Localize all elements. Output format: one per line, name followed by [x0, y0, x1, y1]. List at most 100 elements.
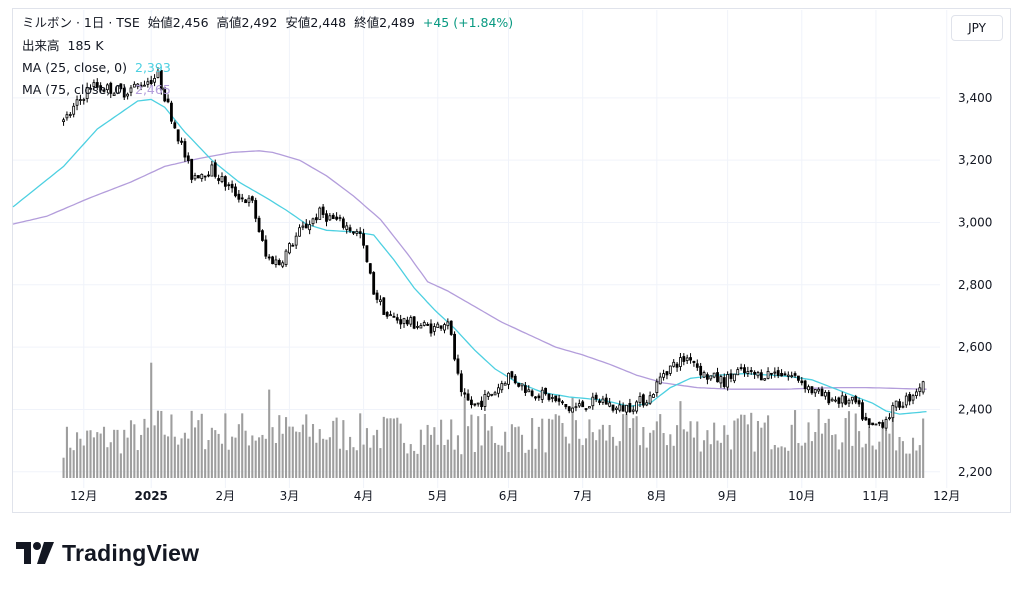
candle-body — [823, 391, 827, 397]
candle-body — [355, 230, 359, 234]
volume-bar — [207, 440, 210, 478]
time-tick-label: 12月 — [70, 489, 97, 503]
candle-body — [652, 394, 655, 398]
candle-body — [190, 158, 194, 180]
candle-body — [608, 402, 612, 407]
candle-body — [786, 374, 790, 377]
time-tick-label: 11月 — [862, 489, 889, 503]
time-axis[interactable]: 12月 2025 2月 3月 4月 5月 6月 7月 8月 9月 10月 11月 12月 — [70, 489, 960, 503]
volume-bar — [740, 414, 743, 478]
candle-body — [915, 391, 918, 397]
candle-body — [72, 105, 76, 115]
volume-bar — [922, 418, 925, 478]
candle-body — [79, 99, 82, 101]
candle-body — [183, 141, 187, 158]
candle-body — [143, 84, 146, 87]
candle-body — [139, 84, 143, 88]
volume-bar — [632, 418, 635, 478]
candle-body — [625, 404, 628, 413]
time-tick-label: 6月 — [499, 489, 519, 503]
candle-body — [170, 102, 173, 122]
tradingview-logo-icon — [16, 542, 54, 564]
candle-body — [213, 162, 217, 177]
candle-body — [62, 119, 65, 122]
ma75-path — [12, 150, 927, 390]
ma25-legend[interactable]: MA (25, close, 0) 2,393 — [22, 60, 175, 76]
candle-body — [753, 371, 756, 375]
tradingview-logo[interactable]: TradingView — [16, 538, 199, 568]
volume-bar — [773, 444, 776, 478]
candle-body — [749, 370, 753, 372]
candle-body — [402, 318, 406, 324]
candle-body — [850, 396, 854, 401]
candle-body — [746, 371, 750, 374]
volume-bar — [92, 437, 95, 478]
volume-bar — [113, 429, 116, 478]
volume-bar — [153, 425, 156, 478]
candle-body — [176, 129, 180, 142]
candle-body — [163, 87, 167, 102]
volume-bar — [99, 433, 102, 478]
volume-bar — [352, 447, 355, 478]
candle-body — [793, 373, 797, 376]
candle-body — [584, 408, 588, 410]
volume-bar — [831, 435, 834, 478]
candle-body — [298, 227, 301, 237]
volume-bar — [284, 417, 288, 478]
volume-bar — [898, 436, 901, 478]
candle-body — [254, 200, 258, 219]
volume-legend[interactable]: 出来高 185 K — [22, 38, 108, 54]
volume-bar — [295, 431, 298, 478]
candle-body — [598, 400, 601, 403]
volume-bar — [807, 422, 810, 478]
candle-body — [284, 250, 288, 266]
volume-bar — [440, 419, 443, 478]
currency-button[interactable]: JPY — [951, 15, 1003, 41]
price-axis[interactable]: 2,200 2,400 2,600 2,800 3,000 3,200 3,400 — [958, 91, 992, 479]
volume-bar — [244, 430, 247, 478]
volume-bar — [315, 442, 318, 478]
price-tick-label: 2,200 — [958, 465, 992, 479]
volume-bar — [841, 442, 844, 478]
volume-bar — [611, 436, 615, 478]
volume-bar — [591, 432, 594, 478]
candle-body — [399, 319, 403, 325]
volume-bar — [82, 445, 85, 478]
candle-body — [173, 122, 177, 129]
candle-body — [702, 372, 706, 378]
volume-bar — [615, 445, 618, 478]
volume-label: 出来高 — [22, 38, 60, 53]
candle-body — [783, 373, 787, 376]
candle-body — [759, 372, 763, 381]
candle-body — [918, 387, 922, 392]
volume-bar — [146, 427, 149, 478]
volume-bar — [372, 435, 375, 478]
candle-body — [655, 381, 659, 394]
candle-body — [736, 369, 740, 376]
candle-body — [911, 395, 915, 401]
candle-body — [122, 87, 126, 98]
candle-body — [105, 84, 109, 91]
volume-bar — [686, 431, 689, 478]
volume-bar — [702, 440, 706, 478]
candle-body — [456, 358, 460, 374]
candle-body — [85, 86, 89, 99]
time-tick-label: 2月 — [216, 489, 236, 503]
volume-bar — [96, 432, 99, 478]
candle-body — [237, 193, 241, 200]
candle-body — [564, 404, 568, 408]
symbol-title[interactable]: ミルボン · 1日 · TSE — [22, 15, 140, 30]
volume-bar — [460, 454, 463, 478]
ma75-legend[interactable]: MA (75, close, 0) 2,465 — [22, 82, 175, 98]
candle-body — [341, 218, 345, 228]
volume-bar — [844, 418, 847, 478]
candle-body — [92, 82, 96, 87]
volume-bar — [834, 434, 837, 478]
volume-bar — [605, 440, 608, 478]
candle-body — [473, 403, 477, 406]
volume-bar — [905, 453, 908, 478]
volume-bar — [800, 445, 803, 478]
candle-body — [591, 396, 595, 407]
volume-bar — [426, 424, 429, 478]
